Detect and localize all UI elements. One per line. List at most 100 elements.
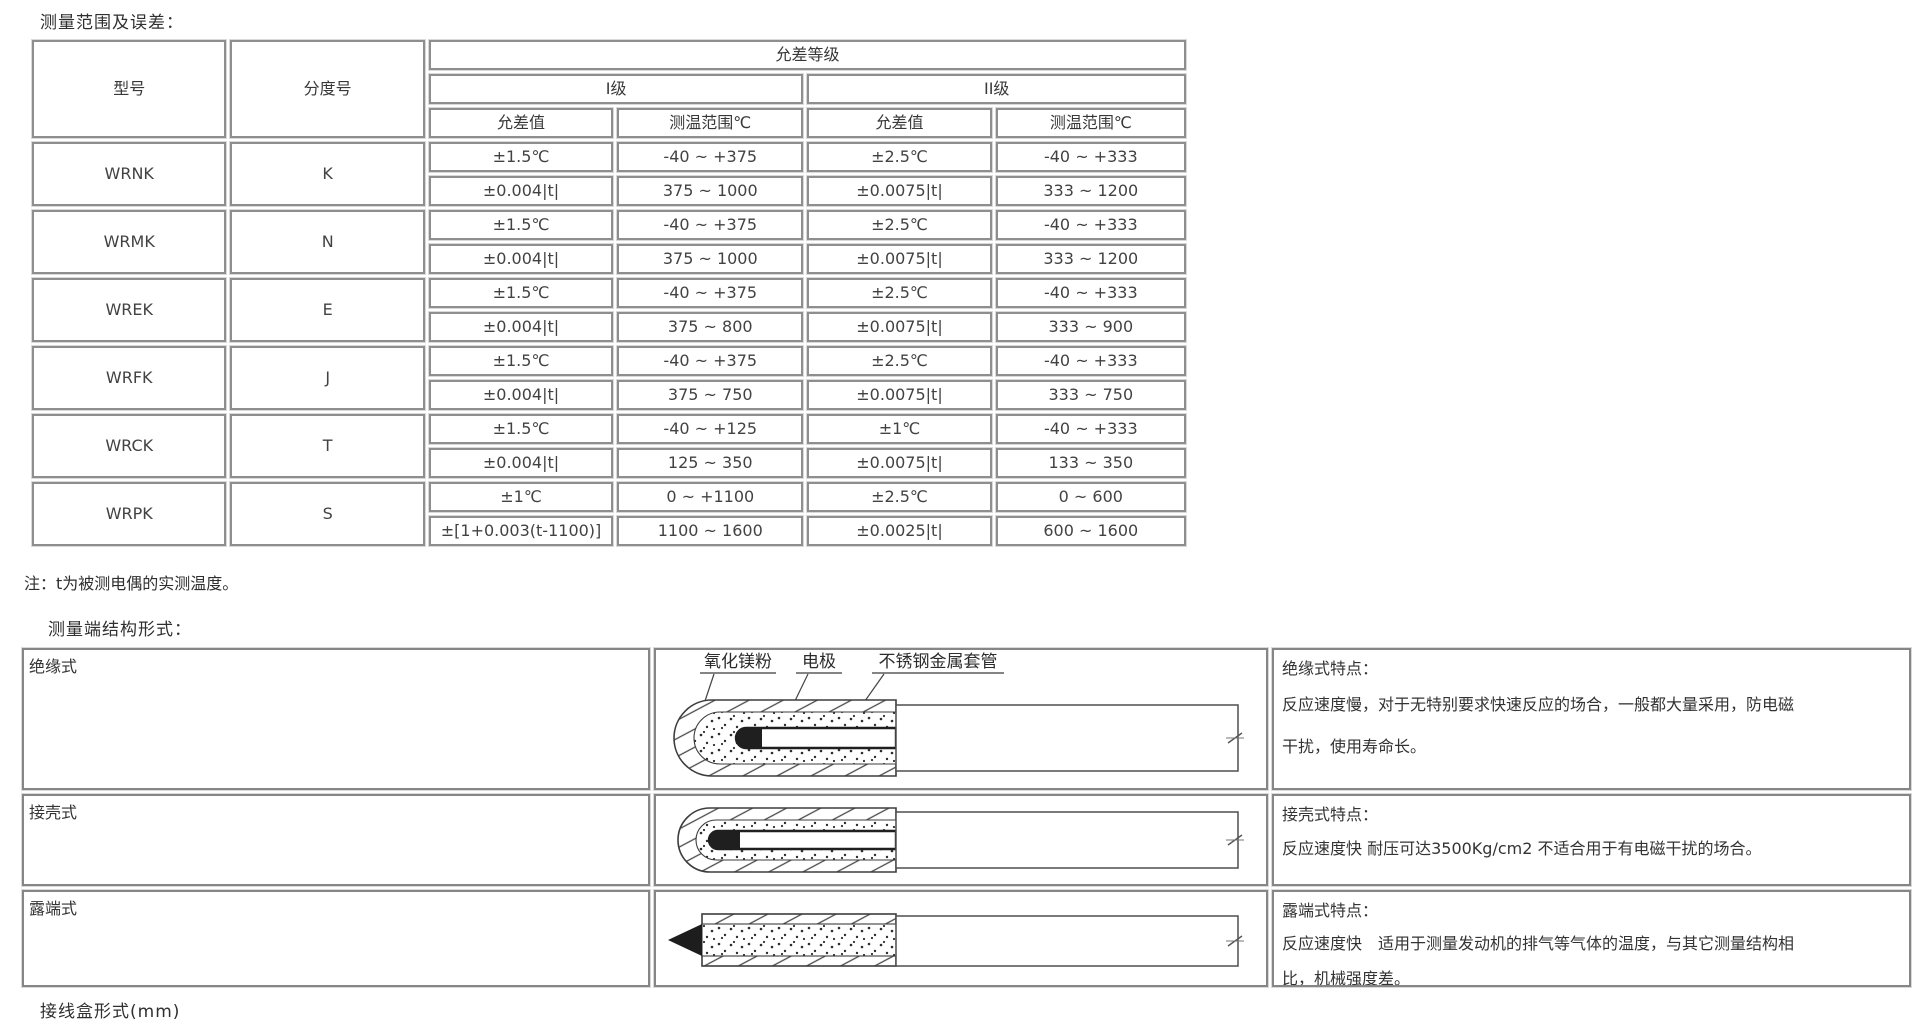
cell: 375 ~ 1000 [617,244,804,274]
header-row: 型号 分度号 允差等级 [32,40,1186,138]
col-header-class1: I级 [428,74,804,104]
cell: ±[1+0.003(t-1100)] [428,516,614,546]
table-note: 注：t为被测电偶的实测温度。 [24,574,239,593]
feature-title: 绝缘式特点： [1282,659,1379,678]
feature-line: 反应速度快 适用于测量发动机的排气等气体的温度，与其它测量结构相 [1282,934,1795,953]
cell: WRPK [32,482,227,546]
table-row: WRPK S ±1℃ 0 ~ +1100 ±2.5℃ 0 ~ 600 [32,482,1186,546]
cell: ±0.0075|t| [807,312,992,342]
label-electrode: 电极 [802,652,836,672]
cell: ±0.0075|t| [807,244,992,274]
col-header-class2: II级 [807,74,1186,104]
cell: N [230,210,425,274]
cell: ±2.5℃ [807,142,992,172]
cell: -40 ~ +375 [617,346,804,376]
table-row: WREK E ±1.5℃ -40 ~ +375 ±2.5℃ -40 ~ +333 [32,278,1186,342]
feature-line: 干扰，使用寿命长。 [1282,737,1427,756]
cell: ±0.004|t| [428,380,614,410]
header-row: 允差值 测温范围℃ 允差值 测温范围℃ [32,108,1186,138]
cell: -40 ~ +333 [995,142,1186,172]
cell: 600 ~ 1600 [995,516,1186,546]
section-title-junction-box: 接线盒形式(mm) [40,1002,181,1022]
thermocouple-exposed-drawing [668,913,1244,967]
structure-row-name-insulated: 绝缘式 [22,648,650,790]
exposed-feature-text: 露端式特点： 反应速度快 适用于测量发动机的排气等气体的温度，与其它测量结构相 … [1272,890,1911,987]
cell: K [230,142,425,206]
cell: WREK [32,278,227,342]
col-header-model: 型号 [32,40,227,138]
table-row: ±0.004|t| 375 ~ 1000 ±0.0075|t| 333 ~ 1200 [32,244,1186,274]
cell: 1100 ~ 1600 [617,516,804,546]
label-magnesia-powder: 氧化镁粉 [704,652,772,672]
section-title-structure: 测量端结构形式： [48,620,192,640]
thermocouple-insulated-drawing: 氧化镁粉 电极 不锈钢金属套管 [673,652,1244,777]
cell: 333 ~ 750 [995,380,1186,410]
shell-structure-diagram [654,794,1268,886]
col-header-temp-range-1: 测温范围℃ [617,108,804,138]
table-row: ±0.004|t| 125 ~ 350 ±0.0075|t| 133 ~ 350 [32,448,1186,478]
cell: ±2.5℃ [807,210,992,240]
cell: ±1.5℃ [428,278,614,308]
cell: ±1.5℃ [428,210,614,240]
col-header-tolerance-value-2: 允差值 [807,108,992,138]
table-row: WRMK N ±1.5℃ -40 ~ +375 ±2.5℃ -40 ~ +333 [32,210,1186,274]
tolerance-table: 型号 分度号 允差等级 I级 II级 允差值 测温范围℃ 允差值 测温范围℃ W… [28,36,1190,550]
insulated-feature-text: 绝缘式特点： 反应速度慢，对于无特别要求快速反应的场合，一般都大量采用，防电磁 … [1272,648,1911,790]
cell: E [230,278,425,342]
cell: ±1.5℃ [428,414,614,444]
cell: WRNK [32,142,227,206]
cell: 0 ~ +1100 [617,482,804,512]
header-row: I级 II级 [32,74,1186,104]
shell-feature-text: 接壳式特点： 反应速度快 耐压可达3500Kg/cm2 不适合用于有电磁干扰的场… [1272,794,1911,886]
cell: ±2.5℃ [807,482,992,512]
cell: 0 ~ 600 [995,482,1186,512]
structure-type-label: 绝缘式 [29,657,78,676]
table-row: ±0.004|t| 375 ~ 1000 ±0.0075|t| 333 ~ 1200 [32,176,1186,206]
section-title-measure-range: 测量范围及误差： [40,13,184,33]
cell: ±1.5℃ [428,142,614,172]
cell: 375 ~ 750 [617,380,804,410]
table-row: ±0.004|t| 375 ~ 750 ±0.0075|t| 333 ~ 750 [32,380,1186,410]
col-header-tolerance-class: 允差等级 [428,40,1186,70]
cell: ±0.0075|t| [807,380,992,410]
table-row: ±0.004|t| 375 ~ 800 ±0.0075|t| 333 ~ 900 [32,312,1186,342]
col-header-graduation: 分度号 [230,40,425,138]
cell: ±0.004|t| [428,448,614,478]
cell: T [230,414,425,478]
col-header-tolerance-value-1: 允差值 [428,108,614,138]
cell: ±0.004|t| [428,312,614,342]
cell: ±1.5℃ [428,346,614,376]
structure-type-label: 接壳式 [29,803,78,822]
cell: ±1℃ [807,414,992,444]
cell: -40 ~ +333 [995,346,1186,376]
cell: ±0.004|t| [428,244,614,274]
cell: S [230,482,425,546]
cell: ±0.0025|t| [807,516,992,546]
cell: -40 ~ +375 [617,278,804,308]
cell: -40 ~ +125 [617,414,804,444]
table-row: WRNK K ±1.5℃ -40 ~ +375 ±2.5℃ -40 ~ +333 [32,142,1186,206]
cell: ±2.5℃ [807,278,992,308]
label-stainless-sheath: 不锈钢金属套管 [879,652,998,672]
col-header-temp-range-2: 测温范围℃ [995,108,1186,138]
table-row: WRCK T ±1.5℃ -40 ~ +125 ±1℃ -40 ~ +333 [32,414,1186,478]
feature-line: 比，机械强度差。 [1282,969,1411,987]
feature-line: 反应速度快 耐压可达3500Kg/cm2 不适合用于有电磁干扰的场合。 [1282,839,1762,858]
feature-line: 反应速度慢，对于无特别要求快速反应的场合，一般都大量采用，防电磁 [1282,695,1795,714]
cell: 333 ~ 900 [995,312,1186,342]
cell: ±2.5℃ [807,346,992,376]
cell: 333 ~ 1200 [995,244,1186,274]
cell: ±0.004|t| [428,176,614,206]
table-row: WRFK J ±1.5℃ -40 ~ +375 ±2.5℃ -40 ~ +333 [32,346,1186,410]
cell: -40 ~ +333 [995,278,1186,308]
cell: ±1℃ [428,482,614,512]
cell: ±0.0075|t| [807,176,992,206]
thermocouple-shell-drawing [677,807,1244,873]
cell: WRMK [32,210,227,274]
cell: -40 ~ +375 [617,210,804,240]
cell: J [230,346,425,410]
cell: WRCK [32,414,227,478]
exposed-structure-diagram [654,890,1268,987]
cell: 125 ~ 350 [617,448,804,478]
cell: 375 ~ 800 [617,312,804,342]
